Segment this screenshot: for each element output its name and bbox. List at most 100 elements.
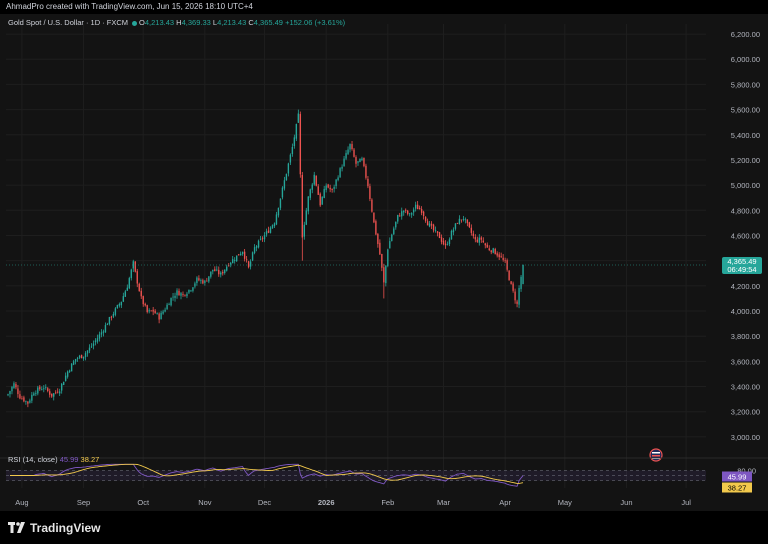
candle-body [102, 331, 105, 333]
candle-body [275, 214, 278, 225]
flag-stripe [652, 452, 660, 454]
y-tick-label: 5,200.00 [731, 156, 760, 165]
candle-body [7, 394, 9, 396]
candle-body [19, 394, 21, 399]
candle-body [293, 137, 296, 147]
candle-body [410, 213, 413, 215]
candle-body [53, 393, 55, 397]
candle-body [456, 223, 459, 224]
candle-body [397, 214, 399, 222]
candle-body [476, 239, 479, 242]
y-tick-label: 4,200.00 [731, 282, 760, 291]
candle-body [222, 271, 224, 274]
rsi-ma-tag [722, 482, 752, 493]
candle-body [66, 371, 69, 377]
candle-body [438, 232, 441, 239]
candle-body [267, 230, 270, 233]
candle-body [124, 291, 127, 297]
candle-body [283, 180, 286, 189]
candle-body [299, 114, 302, 175]
candle-body [460, 219, 463, 221]
candle-body [448, 239, 451, 245]
candle-body [233, 259, 236, 261]
candle-body [188, 289, 190, 293]
us-flag-event-icon [649, 448, 663, 462]
candle-body [253, 247, 256, 253]
candle-body [257, 240, 260, 248]
candle-body [140, 290, 142, 297]
candle-body [329, 187, 331, 190]
candle-body [182, 294, 184, 295]
candle-body [104, 325, 107, 333]
chart-panel[interactable]: 3,000.00 3,200.00 3,400.00 3,600.00 3,800.00… [0, 14, 768, 511]
tradingview-brand[interactable]: TradingView [8, 520, 100, 536]
candle-body [307, 196, 309, 212]
candle-body [47, 388, 49, 391]
candle-body [68, 370, 71, 372]
candle-body [152, 309, 154, 312]
candle-body [452, 229, 455, 233]
candle-body [29, 400, 31, 403]
candle-body [512, 283, 514, 291]
candle-body [98, 334, 101, 339]
candle-body [156, 313, 158, 315]
candle-body [128, 278, 130, 289]
candle-body [381, 254, 383, 268]
x-tick-label: Jul [681, 498, 691, 507]
candle-body [245, 259, 248, 261]
candle-body [174, 295, 176, 298]
rsi-value-tag-text: 45.99 [728, 473, 747, 482]
candle-body [303, 224, 305, 237]
price-chart-svg[interactable]: 3,000.00 3,200.00 3,400.00 3,600.00 3,800.00… [0, 14, 768, 511]
candle-body [122, 296, 125, 302]
candle-body [333, 187, 335, 189]
candle-body [458, 218, 461, 225]
price-tag-value: 4,365.49 [727, 257, 756, 266]
candle-body [313, 174, 315, 185]
candle-body [327, 184, 329, 188]
candle-body [178, 290, 180, 296]
attribution-bar: AhmadPro created with TradingView.com, J… [0, 0, 768, 14]
candle-body [450, 231, 453, 240]
y-tick-label: 6,200.00 [731, 30, 760, 39]
candle-body [317, 186, 319, 195]
y-tick-label: 4,000.00 [731, 307, 760, 316]
candle-body [55, 392, 57, 394]
tradingview-wordmark: TradingView [30, 521, 101, 535]
candle-body [436, 231, 439, 233]
rsi-ma-value-legend: 38.27 [81, 455, 100, 464]
candle-body [62, 381, 65, 386]
y-tick-label: 3,400.00 [731, 383, 760, 392]
low-label: L [212, 18, 218, 27]
candle-body [144, 303, 146, 306]
candle-body [259, 238, 262, 240]
candle-body [251, 252, 254, 261]
candle-body [164, 309, 166, 312]
candle-body [301, 174, 304, 238]
y-tick-label: 3,000.00 [731, 433, 760, 442]
candle-body [377, 233, 379, 244]
candle-body [249, 261, 252, 267]
x-tick-label: Jun [620, 498, 632, 507]
candle-body [247, 261, 250, 268]
x-tick-label: Feb [381, 498, 394, 507]
candle-body [57, 391, 59, 393]
candle-body [518, 287, 520, 305]
candle-body [520, 276, 522, 289]
candle-body [112, 314, 115, 317]
y-tick-label: 5,600.00 [731, 106, 760, 115]
candle-body [35, 392, 37, 394]
candle-body [422, 211, 425, 217]
candle-body [383, 267, 385, 283]
candle-body [401, 211, 403, 217]
candle-body [64, 375, 67, 382]
y-tick-label: 5,400.00 [731, 131, 760, 140]
candle-body [522, 265, 524, 285]
candle-body [92, 343, 95, 346]
candle-body [60, 383, 63, 391]
candle-body [325, 185, 327, 191]
candle-body [373, 212, 375, 223]
candle-body [255, 246, 258, 248]
candle-body [478, 237, 480, 243]
candle-body [480, 237, 482, 240]
